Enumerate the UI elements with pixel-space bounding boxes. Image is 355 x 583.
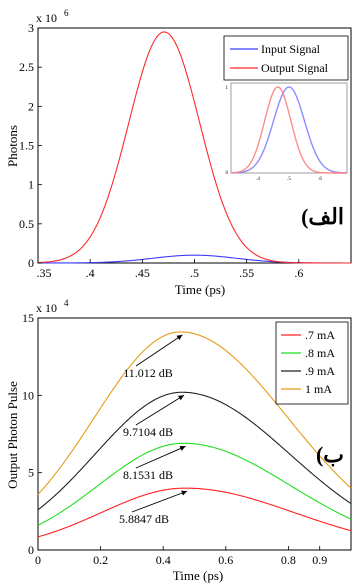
top-inset: 1 0 .4 .5 .6 (226, 82, 348, 182)
bottom-series-1 (37, 442, 352, 526)
inset-y-tick-0: 0 (226, 171, 229, 176)
top-y-tick-label: 0 (28, 256, 34, 270)
bottom-series-0 (37, 487, 352, 538)
bottom-y-exponent: 4 (64, 298, 69, 308)
annotation-08ma: 8.1531 dB (123, 468, 173, 482)
top-y-tick-label: 3 (28, 21, 34, 35)
annotation-arrow-1 (135, 445, 186, 469)
top-y-tick-label: 0.5 (19, 217, 34, 231)
bottom-y-tick-label: 0 (28, 543, 34, 557)
inset-y-tick-1: 1 (226, 86, 229, 91)
annotation-arrow-2 (135, 394, 185, 426)
top-legend-label-output: Output Signal (261, 61, 329, 75)
bottom-x-tick-label: 0.8 (281, 553, 296, 567)
bottom-ticks: 0 0.2 0.4 0.6 0.8 0.9 0 5 10 15 (22, 311, 327, 567)
annotation-arrowhead-1 (179, 446, 186, 451)
top-y-exponent: 6 (64, 8, 69, 18)
top-y-tick-label: 1.5 (19, 139, 34, 153)
bottom-y-axis-label: Output Photon Pulse (5, 381, 20, 489)
bottom-y-tick-label: 10 (22, 388, 34, 402)
bottom-panel: 0 0.2 0.4 0.6 0.8 0.9 0 5 10 15 x 10 4 Output Pho… (5, 298, 352, 583)
bottom-x-tick-label: 0.6 (218, 553, 233, 567)
bottom-x-tick-label: 0.2 (93, 553, 108, 567)
top-legend-label-input: Input Signal (261, 42, 321, 56)
annotation-09ma: 9.7104 dB (123, 425, 173, 439)
bottom-legend-label-1: .8 mA (305, 346, 335, 360)
top-y-axis-label: Photons (5, 125, 20, 167)
bottom-series-3 (37, 331, 352, 495)
annotation-1ma: 11.012 dB (123, 366, 173, 380)
inset-series-0 (230, 86, 348, 174)
bottom-annotations: 11.012 dB 9.7104 dB 8.1531 dB 5.8847 dB (119, 334, 188, 526)
top-x-tick-label: .35 (37, 266, 52, 280)
top-panel-label: (الف (301, 204, 344, 229)
top-x-tick-label: .55 (239, 266, 254, 280)
bottom-x-tick-label: 0.4 (156, 553, 171, 567)
top-x-tick-label: .45 (135, 266, 150, 280)
bottom-y-multiplier: x 10 (36, 301, 57, 315)
inset-curves (230, 86, 348, 174)
top-x-tick-label: .5 (190, 266, 199, 280)
top-x-tick-label: .4 (86, 266, 95, 280)
top-inset-frame (230, 82, 348, 174)
bottom-y-tick-label: 15 (22, 311, 34, 325)
top-legend-box (223, 35, 349, 81)
bottom-legend-label-2: .9 mA (305, 364, 335, 378)
inset-x-tick-2: .6 (318, 177, 322, 182)
annotation-arrowhead-3 (176, 334, 183, 341)
annotation-arrow-0 (131, 490, 188, 513)
inset-series-1 (230, 86, 347, 174)
bottom-x-tick-label: 0 (35, 553, 41, 567)
top-ticks: .35.4.45.5.55.600.511.522.53 (19, 21, 303, 280)
top-y-tick-label: 1 (28, 178, 34, 192)
top-x-tick-label: .6 (294, 266, 303, 280)
annotation-arrowhead-2 (178, 395, 184, 401)
bottom-x-tick-label: 0.9 (312, 553, 327, 567)
bottom-legend-label-3: 1 mA (305, 382, 332, 396)
annotation-arrow-3 (135, 334, 183, 367)
bottom-curves (37, 331, 352, 538)
annotation-07ma: 5.8847 dB (119, 512, 169, 526)
bottom-x-axis-label: Time (ps) (173, 568, 223, 583)
bottom-panel-label: (ب (316, 442, 344, 467)
bottom-legend-box (275, 321, 349, 405)
inset-x-tick-0: .4 (256, 177, 260, 182)
top-y-multiplier: x 10 (36, 11, 57, 25)
top-x-axis-label: Time (ps) (175, 282, 225, 297)
top-y-tick-label: 2 (28, 99, 34, 113)
bottom-series-2 (37, 391, 352, 511)
annotation-arrowhead-0 (181, 490, 188, 496)
top-y-tick-label: 2.5 (19, 60, 34, 74)
bottom-legend: .7 mA .8 mA .9 mA 1 mA (275, 321, 349, 405)
top-legend: Input Signal Output Signal (223, 35, 349, 81)
bottom-legend-label-0: .7 mA (305, 328, 335, 342)
bottom-y-tick-label: 5 (28, 466, 34, 480)
inset-x-tick-1: .5 (287, 177, 291, 182)
top-panel: .35.4.45.5.55.600.511.522.53 x 10 6 Phot… (5, 8, 352, 297)
